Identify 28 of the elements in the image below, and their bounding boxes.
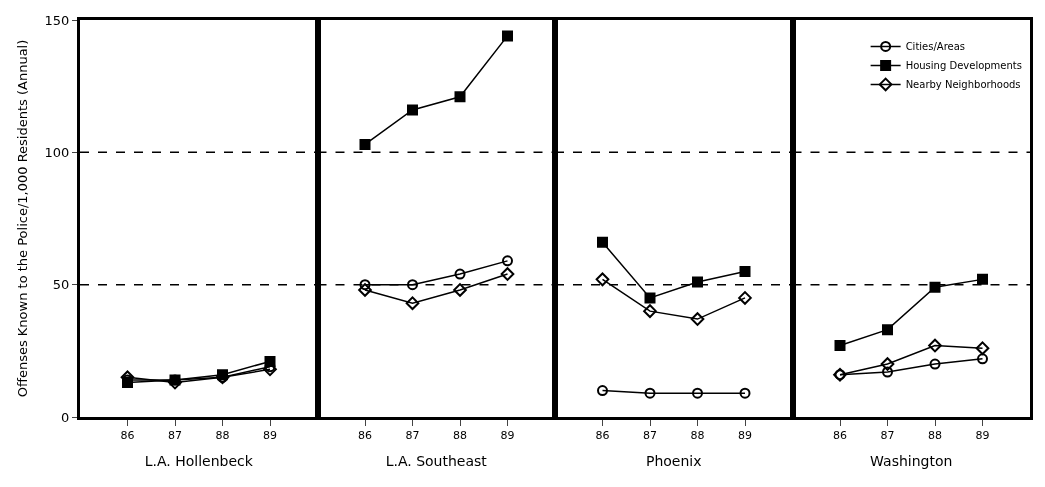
x-tick-label: 87 bbox=[168, 429, 182, 443]
x-tick-label: 88 bbox=[928, 429, 942, 443]
x-axis-title: Phoenix bbox=[645, 452, 702, 469]
x-tick-label: 87 bbox=[405, 429, 420, 443]
y-tick-label: 0 bbox=[61, 409, 70, 425]
x-tick-label: 89 bbox=[500, 429, 515, 443]
x-tick-label: 87 bbox=[643, 429, 657, 443]
x-tick-label: 86 bbox=[120, 429, 135, 443]
x-tick-label: 89 bbox=[263, 429, 277, 443]
y-tick-label: 50 bbox=[52, 277, 70, 293]
x-tick-label: 88 bbox=[690, 429, 705, 443]
x-tick-label: 89 bbox=[975, 429, 990, 443]
x-tick-label: 88 bbox=[453, 429, 467, 443]
x-tick-label: 88 bbox=[215, 429, 230, 443]
x-axis-title: Washington bbox=[870, 452, 953, 469]
x-tick-label: 86 bbox=[358, 429, 372, 443]
x-tick-label: 89 bbox=[738, 429, 752, 443]
y-tick-label: 150 bbox=[44, 12, 70, 28]
x-tick-label: 87 bbox=[880, 429, 895, 443]
y-tick-label: 100 bbox=[44, 144, 70, 160]
y-axis-title: Offenses Known to the Police/1,000 Residents (Annual) bbox=[14, 39, 30, 398]
legend-label: Housing Developments bbox=[905, 60, 1022, 72]
x-tick-label: 86 bbox=[595, 429, 610, 443]
x-axis-title: L.A. Hollenbeck bbox=[144, 452, 254, 469]
legend-label: Nearby Neighborhoods bbox=[905, 79, 1021, 91]
x-tick-label: 86 bbox=[833, 429, 847, 443]
x-axis-title: L.A. Southeast bbox=[385, 452, 488, 469]
legend-label: Cities/Areas bbox=[905, 41, 966, 53]
